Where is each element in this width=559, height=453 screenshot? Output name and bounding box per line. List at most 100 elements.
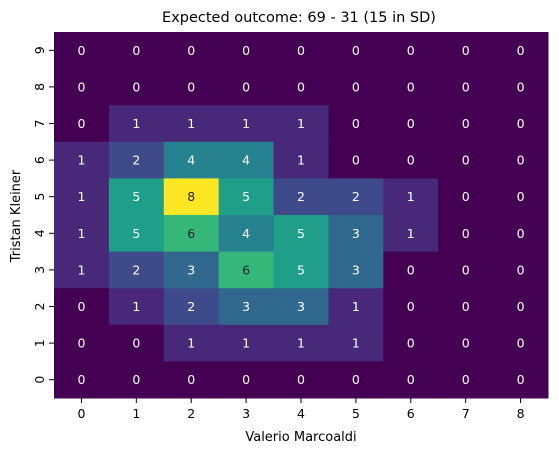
heatmap-cell xyxy=(438,215,494,253)
heatmap-cell xyxy=(493,105,549,143)
heatmap-cell xyxy=(218,288,275,326)
heatmap-cell xyxy=(163,32,220,70)
cell-value-label: 3 xyxy=(187,262,195,277)
y-tick-label: 6 xyxy=(32,156,47,164)
cell-value-label: 0 xyxy=(407,299,415,314)
heatmap-cell xyxy=(218,68,275,106)
cell-value-label: 0 xyxy=(132,336,140,351)
cell-value-label: 5 xyxy=(297,226,305,241)
cell-value-label: 0 xyxy=(77,43,85,58)
cell-value-label: 0 xyxy=(517,43,525,58)
heatmap-cell xyxy=(54,215,110,253)
cell-value-label: 3 xyxy=(297,299,305,314)
cell-value-label: 1 xyxy=(297,116,305,131)
heatmap-cell xyxy=(163,361,220,399)
heatmap-cell xyxy=(163,288,220,326)
cell-value-label: 1 xyxy=(297,153,305,168)
x-tick-label: 5 xyxy=(352,406,360,421)
cell-value-label: 0 xyxy=(517,189,525,204)
cell-value-label: 2 xyxy=(352,189,360,204)
cell-value-label: 1 xyxy=(297,336,305,351)
cell-value-label: 4 xyxy=(187,153,195,168)
cell-value-label: 0 xyxy=(407,116,415,131)
cell-value-label: 4 xyxy=(242,226,250,241)
heatmap-cell xyxy=(493,251,549,289)
heatmap-cell xyxy=(54,251,110,289)
heatmap-cell xyxy=(493,141,549,179)
heatmap-cell xyxy=(108,324,165,362)
heatmap-cell xyxy=(328,361,384,399)
heatmap-cell xyxy=(328,215,384,253)
heatmap-cell xyxy=(328,68,384,106)
x-axis-label: Valerio Marcoaldi xyxy=(245,430,356,445)
cell-value-label: 2 xyxy=(132,153,140,168)
heatmap-cell xyxy=(493,32,549,70)
heatmap-cell xyxy=(54,178,110,216)
cell-value-label: 0 xyxy=(132,79,140,94)
heatmap-cell xyxy=(383,288,439,326)
heatmap-cell xyxy=(218,251,275,289)
cell-value-label: 0 xyxy=(77,79,85,94)
heatmap-cell xyxy=(383,141,439,179)
heatmap-cell xyxy=(218,361,275,399)
heatmap-cell xyxy=(383,251,439,289)
cell-value-label: 0 xyxy=(517,372,525,387)
cell-value-label: 0 xyxy=(462,226,470,241)
cell-value-label: 0 xyxy=(517,336,525,351)
x-axis-ticks: 0 1 2 3 4 5 6 7 8 xyxy=(77,398,525,421)
heatmap-cell xyxy=(218,178,275,216)
heatmap-cell xyxy=(383,215,439,253)
cell-value-label: 0 xyxy=(517,226,525,241)
heatmap-cell xyxy=(383,68,439,106)
cell-value-label: 2 xyxy=(297,189,305,204)
heatmap-cell xyxy=(218,324,275,362)
heatmap-cell xyxy=(108,68,165,106)
cell-value-label: 1 xyxy=(132,299,140,314)
heatmap-cell xyxy=(163,141,220,179)
heatmap-cell xyxy=(273,288,329,326)
cell-value-label: 0 xyxy=(462,262,470,277)
cell-value-label: 0 xyxy=(407,372,415,387)
cell-value-label: 0 xyxy=(462,299,470,314)
heatmap-cell xyxy=(163,324,220,362)
cell-value-label: 0 xyxy=(297,79,305,94)
cell-value-label: 3 xyxy=(352,226,360,241)
cell-value-label: 1 xyxy=(77,226,85,241)
heatmap-cell xyxy=(54,141,110,179)
heatmap-cell xyxy=(108,288,165,326)
cell-value-label: 0 xyxy=(187,79,195,94)
heatmap-cell xyxy=(54,288,110,326)
y-tick-label: 4 xyxy=(32,229,47,237)
heatmap-cell xyxy=(218,141,275,179)
cell-value-label: 1 xyxy=(132,116,140,131)
cell-value-label: 0 xyxy=(407,153,415,168)
cell-value-label: 0 xyxy=(242,43,250,58)
heatmap-cell xyxy=(54,105,110,143)
heatmap-cell xyxy=(218,32,275,70)
y-tick-label: 7 xyxy=(32,120,47,128)
cell-value-label: 0 xyxy=(407,336,415,351)
heatmap-cell xyxy=(273,178,329,216)
cell-value-label: 0 xyxy=(462,153,470,168)
heatmap-cell xyxy=(438,68,494,106)
x-tick-label: 4 xyxy=(297,406,305,421)
cell-value-label: 1 xyxy=(352,299,360,314)
cell-value-label: 4 xyxy=(242,153,250,168)
heatmap-cell xyxy=(493,288,549,326)
cell-value-label: 0 xyxy=(77,336,85,351)
x-tick-label: 1 xyxy=(132,406,140,421)
heatmap-cell xyxy=(328,251,384,289)
heatmap-cell xyxy=(108,251,165,289)
heatmap-cell xyxy=(383,178,439,216)
heatmap-cell xyxy=(493,215,549,253)
cell-value-label: 5 xyxy=(242,189,250,204)
cell-value-label: 0 xyxy=(352,43,360,58)
heatmap-cell xyxy=(108,178,165,216)
heatmap-cell xyxy=(163,105,220,143)
cell-value-label: 0 xyxy=(297,372,305,387)
cell-value-label: 3 xyxy=(352,262,360,277)
cell-value-label: 1 xyxy=(187,336,195,351)
cell-value-label: 1 xyxy=(77,262,85,277)
heatmap-cell xyxy=(493,68,549,106)
